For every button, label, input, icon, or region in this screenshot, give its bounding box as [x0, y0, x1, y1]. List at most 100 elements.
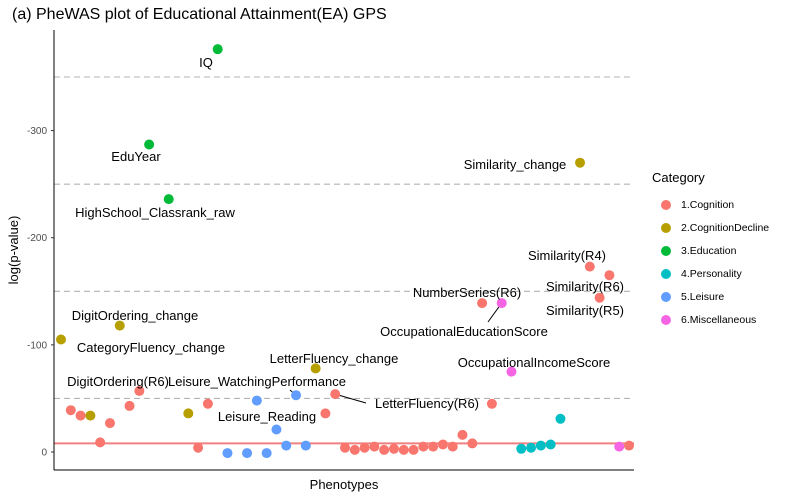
point-label: HighSchool_Classrank_raw — [75, 205, 235, 220]
data-point — [330, 389, 341, 400]
data-point — [65, 405, 76, 416]
point-label: Similarity(R6) — [546, 279, 624, 294]
point-label: Leisure_Reading — [218, 409, 316, 424]
legend-swatch — [661, 314, 671, 325]
legend-label: 2.CognitionDecline — [681, 221, 770, 234]
data-point — [428, 441, 439, 452]
data-point — [271, 424, 282, 435]
data-point — [310, 363, 321, 374]
point-label: LetterFluency_change — [270, 351, 399, 366]
data-point — [281, 440, 292, 451]
legend-title: Category — [652, 170, 705, 185]
axes — [53, 30, 634, 471]
point-label: DigitOrdering_change — [72, 308, 198, 323]
data-point — [202, 398, 213, 409]
legend-swatch — [661, 245, 671, 256]
y-tick-label: -200 — [27, 233, 47, 244]
y-tick-label: 0 — [41, 448, 47, 459]
data-point — [614, 441, 625, 452]
data-point — [114, 320, 125, 331]
data-point — [418, 441, 429, 452]
data-point — [506, 366, 517, 377]
data-point — [388, 443, 399, 454]
data-point — [457, 429, 468, 440]
legend-item: 6.Miscellaneous — [652, 308, 797, 331]
data-point — [526, 442, 537, 453]
data-point — [183, 408, 194, 419]
point-label: DigitOrdering(R6) — [67, 374, 169, 389]
data-point — [261, 448, 272, 459]
data-point — [222, 448, 233, 459]
point-label: OccupationalEducationScore — [380, 324, 548, 339]
legend-label: 6.Miscellaneous — [681, 313, 757, 326]
data-point — [193, 442, 204, 453]
data-point — [437, 439, 448, 450]
point-label: EduYear — [111, 149, 161, 164]
data-point — [624, 440, 634, 451]
data-point — [496, 298, 507, 309]
data-point — [144, 139, 155, 150]
legend-swatch — [661, 291, 671, 302]
legend-label: 3.Education — [681, 244, 737, 257]
y-axis-title: log(p-value) — [6, 216, 21, 285]
legend-item: 3.Education — [652, 239, 797, 262]
legend-items: 1.Cognition 2.CognitionDecline 3.Education… — [652, 193, 797, 331]
data-point — [85, 410, 96, 421]
legend-label: 1.Cognition — [681, 198, 735, 211]
data-point — [467, 438, 478, 449]
label-leader-line — [335, 393, 367, 404]
point-label: Similarity_change — [464, 157, 567, 172]
legend-swatch — [661, 199, 671, 210]
data-point — [516, 443, 527, 454]
data-point — [163, 194, 174, 205]
data-point — [75, 410, 86, 421]
legend-swatch — [661, 222, 671, 233]
data-point — [242, 448, 253, 459]
data-point — [584, 261, 595, 272]
data-point — [320, 408, 331, 419]
legend-item: 2.CognitionDecline — [652, 216, 797, 239]
data-points — [56, 44, 634, 459]
data-point — [535, 440, 546, 451]
data-point — [291, 390, 302, 401]
data-point — [555, 413, 566, 424]
point-label: Leisure_WatchingPerformance — [168, 374, 346, 389]
y-tick-label: -300 — [27, 126, 47, 137]
data-point — [447, 441, 458, 452]
point-label: OccupationalIncomeScore — [458, 355, 610, 370]
legend-label: 5.Leisure — [681, 290, 725, 303]
point-label: Similarity(R5) — [546, 303, 624, 318]
data-point — [594, 292, 605, 303]
data-point — [134, 385, 145, 396]
data-point — [212, 44, 223, 55]
data-point — [486, 398, 497, 409]
point-label: Similarity(R4) — [528, 248, 606, 263]
y-tick-label: -100 — [27, 340, 47, 351]
y-axis-ticks: 0 -100 -200 -300 — [27, 126, 54, 459]
data-point — [300, 440, 311, 451]
data-point — [398, 444, 409, 455]
data-point — [251, 395, 262, 406]
data-point — [545, 439, 556, 450]
point-labels: CategoryFluency_change DigitOrdering_chan… — [67, 55, 624, 424]
data-point — [369, 441, 380, 452]
legend-swatch — [661, 268, 671, 279]
point-label: NumberSeries(R6) — [413, 285, 521, 300]
data-point — [379, 444, 390, 455]
data-point — [104, 418, 115, 429]
data-point — [95, 437, 106, 448]
data-point — [604, 270, 615, 281]
x-axis-title: Phenotypes — [310, 477, 379, 492]
legend: Category 1.Cognition 2.CognitionDecline 3.… — [652, 170, 797, 331]
legend-label: 4.Personality — [681, 267, 742, 280]
data-point — [124, 400, 135, 411]
data-point — [349, 444, 360, 455]
data-point — [359, 442, 370, 453]
point-label: LetterFluency(R6) — [375, 396, 479, 411]
legend-item: 5.Leisure — [652, 285, 797, 308]
data-point — [477, 298, 488, 309]
point-label: CategoryFluency_change — [77, 340, 225, 355]
chart-title: (a) PheWAS plot of Educational Attainmen… — [12, 6, 387, 23]
legend-item: 4.Personality — [652, 262, 797, 285]
